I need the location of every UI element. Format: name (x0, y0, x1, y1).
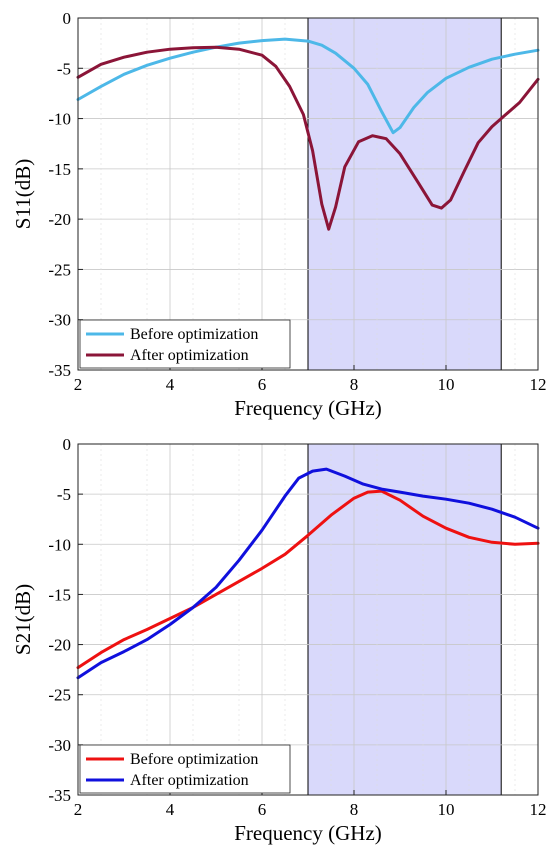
s11-x-tick-label: 10 (438, 375, 455, 394)
s11-x-tick-label: 2 (74, 375, 83, 394)
s21-y-tick-label: -25 (48, 686, 71, 705)
s21-x-tick-label: 6 (258, 800, 267, 819)
s21-axes-frame (77, 443, 539, 796)
s11-chart: 2 4 6 8 10 12 0 -5 -10 -15 -20 -25 -30 -35 Frequency (… (11, 9, 547, 420)
s11-y-tick-label: -25 (48, 260, 71, 279)
s21-chart: 2 4 6 8 10 12 0 -5 -10 -15 -20 -25 -30 -35 Frequency (… (11, 435, 547, 845)
s11-x-tick-label: 8 (350, 375, 359, 394)
s11-y-tick-label: 0 (63, 9, 72, 28)
s11-y-tick-label: -35 (48, 361, 71, 380)
s21-y-tick-label: -30 (48, 736, 71, 755)
s21-x-tick-label: 4 (166, 800, 175, 819)
s11-y-tick-label: -10 (48, 110, 71, 129)
s21-y-tick-label: -35 (48, 786, 71, 805)
s21-y-axis-label: S21(dB) (11, 584, 35, 655)
s21-x-tick-label: 10 (438, 800, 455, 819)
s11-y-tick-label: -15 (48, 160, 71, 179)
s11-y-tick-label: -20 (48, 210, 71, 229)
s21-highlight-band (307, 443, 502, 796)
s11-legend-label-before: Before optimization (130, 326, 258, 343)
s11-legend-box (79, 319, 291, 369)
s21-x-axis-label: Frequency (GHz) (234, 821, 382, 845)
s21-x-tick-label: 12 (530, 800, 547, 819)
s21-y-tick-label: -5 (57, 485, 71, 504)
s21-x-tick-label: 2 (74, 800, 83, 819)
s11-y-tick-label: -5 (57, 59, 71, 78)
s11-x-tick-label: 4 (166, 375, 175, 394)
s21-y-tick-label: -10 (48, 535, 71, 554)
s21-series-after-line (76, 467, 540, 680)
s21-y-tick-label: 0 (63, 435, 72, 454)
s21-y-tick-label: -15 (48, 585, 71, 604)
s11-y-tick-label: -30 (48, 311, 71, 330)
s11-x-axis-label: Frequency (GHz) (234, 396, 382, 420)
s21-legend-box (79, 744, 291, 794)
s11-x-tick-label: 6 (258, 375, 267, 394)
s11-legend-label-after: After optimization (130, 347, 249, 364)
s21-x-tick-label: 8 (350, 800, 359, 819)
s21-legend-label-after: After optimization (130, 772, 249, 789)
s11-x-tick-label: 12 (530, 375, 547, 394)
s11-series-after-line (76, 45, 540, 231)
s21-legend: Before optimization After optimization (79, 744, 291, 794)
s21-legend-label-before: Before optimization (130, 751, 258, 768)
s11-series-before-line (76, 37, 540, 135)
s11-highlight-band (307, 17, 502, 371)
s11-y-axis-label: S11(dB) (11, 159, 35, 229)
s21-y-tick-label: -20 (48, 636, 71, 655)
s11-axes-frame (77, 17, 539, 371)
s11-legend: Before optimization After optimization (79, 319, 291, 369)
s21-series-before-line (76, 489, 540, 670)
